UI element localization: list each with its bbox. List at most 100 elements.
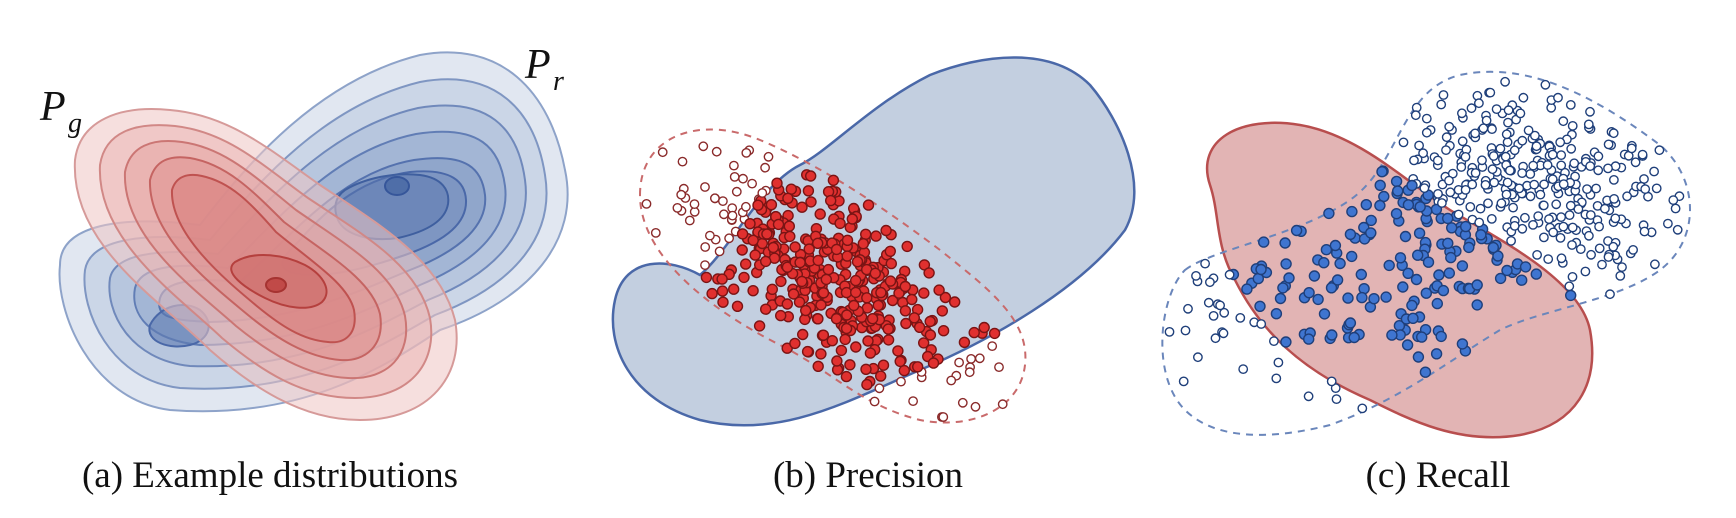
missed-sample bbox=[1503, 105, 1514, 116]
imprecise-sample bbox=[757, 188, 768, 198]
real-manifold-b bbox=[611, 56, 1136, 427]
recalled-sample bbox=[1459, 220, 1472, 233]
missed-sample bbox=[1432, 155, 1443, 166]
missed-sample bbox=[1594, 243, 1605, 254]
missed-sample bbox=[1474, 217, 1485, 228]
missed-sample bbox=[1593, 151, 1604, 162]
precise-sample bbox=[880, 224, 892, 237]
missed-sample bbox=[1467, 179, 1478, 190]
missed-sample bbox=[1558, 116, 1569, 127]
precise-sample bbox=[817, 287, 830, 299]
missed-sample bbox=[1535, 189, 1546, 200]
recalled-sample bbox=[1290, 224, 1303, 237]
recalled-sample bbox=[1475, 229, 1487, 241]
imprecise-sample bbox=[747, 178, 757, 189]
precise-sample bbox=[747, 285, 759, 297]
missed-sample bbox=[1477, 155, 1487, 166]
missed-sample bbox=[1649, 166, 1660, 177]
recalled-sample bbox=[1441, 212, 1454, 225]
precise-sample bbox=[717, 296, 729, 308]
precise-sample bbox=[830, 313, 843, 325]
missed-sample bbox=[1600, 203, 1610, 214]
missed-sample bbox=[1603, 139, 1614, 150]
precise-sample bbox=[924, 315, 936, 328]
missed-sample bbox=[1500, 151, 1511, 162]
missed-sample bbox=[1651, 183, 1662, 194]
recalled-sample bbox=[1308, 270, 1321, 282]
recalled-sample bbox=[1374, 179, 1386, 192]
recalled-sample bbox=[1430, 348, 1443, 360]
imprecise-sample bbox=[729, 171, 740, 182]
recalled-sample bbox=[1419, 366, 1432, 378]
precise-sample bbox=[827, 174, 840, 187]
precise-sample bbox=[840, 286, 853, 299]
missed-sample bbox=[1630, 157, 1641, 168]
missed-sample bbox=[1421, 113, 1432, 124]
precise-sample bbox=[760, 303, 772, 315]
precise-sample bbox=[968, 326, 980, 339]
precise-sample bbox=[812, 254, 824, 267]
imprecise-sample bbox=[724, 233, 734, 244]
imprecise-sample bbox=[718, 196, 728, 207]
missed-sample bbox=[1528, 219, 1538, 230]
recalled-sample bbox=[1407, 312, 1419, 324]
recalled-sample bbox=[1456, 338, 1469, 350]
generated-samples-b bbox=[641, 141, 1008, 422]
precise-sample bbox=[740, 258, 752, 270]
recalled-sample bbox=[1344, 317, 1357, 329]
missed-sample bbox=[1567, 271, 1578, 282]
missed-sample bbox=[1410, 110, 1421, 121]
precise-sample bbox=[805, 196, 817, 208]
precise-sample bbox=[861, 378, 873, 391]
precise-sample bbox=[794, 256, 806, 269]
missed-sample bbox=[1575, 244, 1586, 255]
missed-sample bbox=[1480, 179, 1491, 190]
missed-sample bbox=[1603, 252, 1614, 262]
precise-sample bbox=[825, 194, 837, 207]
recalled-sample bbox=[1326, 329, 1338, 341]
recalled-sample bbox=[1519, 261, 1532, 273]
recalled-sample bbox=[1494, 272, 1507, 285]
missed-sample bbox=[1414, 140, 1425, 151]
missed-sample bbox=[1331, 394, 1342, 404]
recalled-sample bbox=[1442, 237, 1454, 250]
precise-sample bbox=[841, 234, 854, 247]
recalled-sample bbox=[1318, 257, 1330, 269]
precise-sample bbox=[736, 228, 749, 240]
missed-sample bbox=[1637, 149, 1648, 160]
recalled-sample bbox=[1443, 267, 1456, 279]
imprecise-sample bbox=[650, 227, 661, 238]
missed-sample bbox=[1501, 189, 1512, 200]
precise-sample bbox=[789, 241, 801, 253]
precise-sample bbox=[851, 256, 864, 268]
precise-sample bbox=[901, 240, 913, 253]
missed-sample bbox=[1457, 108, 1467, 119]
recalled-sample bbox=[1302, 333, 1315, 345]
missed-sample bbox=[1269, 336, 1279, 346]
missed-sample bbox=[1489, 177, 1500, 188]
missed-sample bbox=[1456, 162, 1467, 172]
missed-sample bbox=[1591, 183, 1602, 194]
recalled-sample bbox=[1402, 199, 1415, 211]
precise-sample bbox=[844, 359, 856, 371]
precise-sample bbox=[840, 370, 853, 383]
missed-sample bbox=[1639, 226, 1650, 237]
recalled-sample bbox=[1413, 227, 1426, 239]
precise-sample bbox=[857, 237, 869, 250]
precise-sample bbox=[775, 275, 787, 288]
recalled-sample bbox=[1365, 227, 1377, 239]
precise-sample bbox=[736, 244, 748, 256]
missed-sample bbox=[1437, 198, 1447, 208]
gen-manifold-b bbox=[638, 128, 1027, 424]
missed-sample bbox=[1509, 145, 1520, 156]
imprecise-sample bbox=[970, 401, 981, 412]
precise-sample bbox=[826, 335, 838, 347]
missed-sample bbox=[1465, 201, 1476, 212]
precise-sample bbox=[866, 313, 879, 325]
pr-peak-upper bbox=[384, 176, 410, 196]
recalled-sample bbox=[1325, 282, 1338, 294]
missed-sample bbox=[1509, 220, 1520, 231]
imprecise-sample bbox=[711, 146, 722, 157]
imprecise-sample bbox=[954, 357, 964, 368]
missed-sample bbox=[1547, 149, 1558, 160]
